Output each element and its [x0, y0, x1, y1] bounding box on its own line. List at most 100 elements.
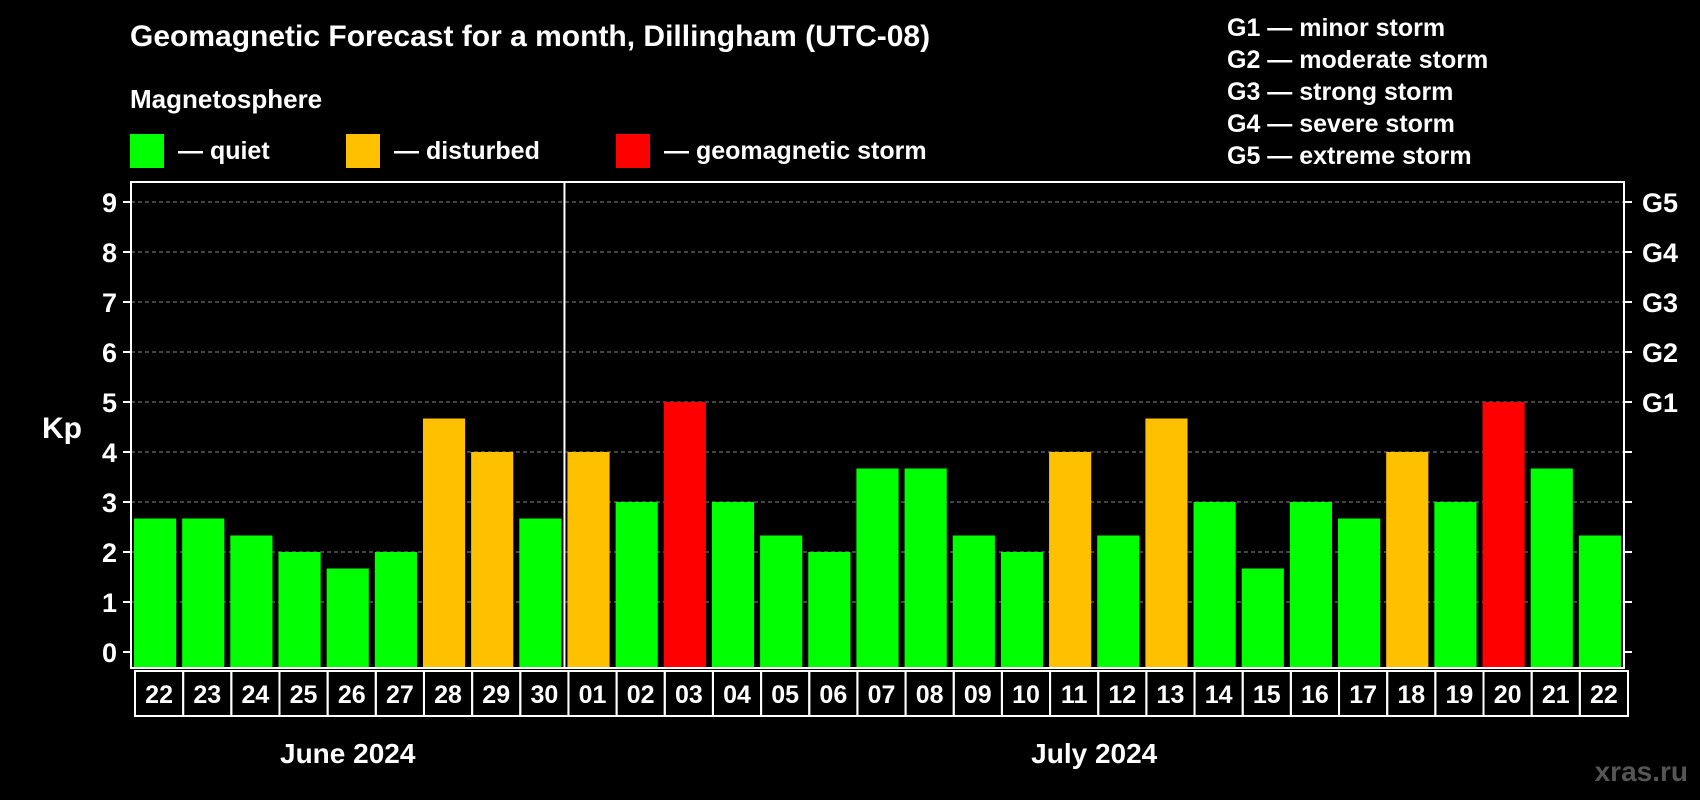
bar-disturbed — [1145, 418, 1188, 668]
bar-disturbed — [567, 452, 610, 668]
legend-label-storm: — geomagnetic storm — [664, 136, 927, 165]
date-label: 21 — [1542, 681, 1570, 709]
date-label: 20 — [1494, 681, 1522, 709]
date-label: 24 — [241, 681, 269, 709]
date-label: 15 — [1253, 681, 1281, 709]
bar-quiet — [1289, 502, 1333, 668]
y-tick-label: 6 — [102, 338, 117, 368]
date-label: 14 — [1205, 681, 1233, 709]
date-label: 02 — [627, 681, 655, 709]
watermark: xras.ru — [1594, 756, 1688, 787]
bar-quiet — [374, 552, 417, 668]
bar-quiet — [1241, 568, 1284, 668]
bar-quiet — [711, 502, 755, 668]
date-label: 27 — [386, 681, 414, 709]
bar-quiet — [856, 468, 899, 668]
bar-quiet — [1434, 502, 1477, 668]
bar-disturbed — [1049, 452, 1092, 668]
legend-swatch-quiet — [130, 134, 164, 168]
y-tick-label: 0 — [102, 638, 117, 668]
bar-quiet — [1578, 535, 1621, 668]
y-tick-label: 5 — [102, 388, 117, 418]
storm-level-g3: G3 — strong storm — [1227, 78, 1454, 106]
date-label: 30 — [530, 681, 558, 709]
bar-quiet — [760, 535, 803, 668]
bar-quiet — [519, 518, 562, 668]
y-tick-label: 2 — [102, 538, 117, 568]
y-tick-label: 3 — [102, 488, 117, 518]
bar-quiet — [1338, 518, 1381, 668]
right-axis-label: G5 — [1642, 188, 1678, 218]
date-label: 26 — [338, 681, 366, 709]
date-label: 29 — [482, 681, 510, 709]
date-label: 22 — [1590, 681, 1618, 709]
bar-quiet — [1000, 552, 1044, 668]
date-label: 28 — [434, 681, 462, 709]
month-label: July 2024 — [1031, 738, 1158, 769]
bar-quiet — [952, 535, 995, 668]
date-label: 06 — [819, 681, 847, 709]
date-label: 17 — [1349, 681, 1377, 709]
bar-quiet — [1097, 535, 1140, 668]
legend-item-disturbed: — disturbed — [346, 134, 540, 168]
bar-storm — [663, 402, 706, 668]
date-label: 04 — [723, 681, 751, 709]
date-label: 05 — [771, 681, 799, 709]
y-axis-label: Kp — [42, 412, 82, 445]
bar-quiet — [230, 535, 273, 668]
date-label: 01 — [579, 681, 607, 709]
date-label: 12 — [1108, 681, 1136, 709]
bar-quiet — [808, 552, 851, 668]
legend-swatch-disturbed — [346, 134, 380, 168]
bar-quiet — [278, 552, 321, 668]
legend-heading: Magnetosphere — [130, 84, 323, 114]
right-axis-label: G3 — [1642, 288, 1678, 318]
legend-label-disturbed: — disturbed — [394, 136, 540, 165]
date-label: 08 — [916, 681, 944, 709]
storm-level-g4: G4 — severe storm — [1227, 110, 1455, 138]
date-label: 18 — [1397, 681, 1425, 709]
y-tick-label: 8 — [102, 238, 117, 268]
bar-disturbed — [1386, 452, 1429, 668]
bar-quiet — [904, 468, 947, 668]
plot-frame — [130, 181, 1625, 669]
legend-swatch-storm — [616, 134, 650, 168]
bar-quiet — [326, 568, 369, 668]
chart-title: Geomagnetic Forecast for a month, Dillin… — [130, 20, 931, 53]
date-label: 07 — [868, 681, 896, 709]
y-tick-label: 1 — [102, 588, 117, 618]
bar-quiet — [182, 518, 225, 668]
date-label: 23 — [193, 681, 221, 709]
date-label: 25 — [290, 681, 318, 709]
date-label: 11 — [1061, 681, 1088, 709]
y-tick-label: 4 — [102, 438, 117, 468]
storm-level-g1: G1 — minor storm — [1227, 14, 1446, 42]
right-axis-label: G1 — [1642, 388, 1678, 418]
legend-item-quiet: — quiet — [130, 134, 270, 168]
bar-quiet — [615, 502, 658, 668]
bar-quiet — [1193, 502, 1236, 668]
date-label: 03 — [675, 681, 703, 709]
bar-storm — [1482, 402, 1525, 668]
date-label: 10 — [1012, 681, 1040, 709]
legend-item-storm: — geomagnetic storm — [616, 134, 927, 168]
bar-quiet — [134, 518, 177, 668]
date-label: 22 — [145, 681, 173, 709]
date-label: 09 — [964, 681, 992, 709]
month-label: June 2024 — [280, 738, 416, 769]
storm-level-g5: G5 — extreme storm — [1227, 142, 1472, 170]
date-label: 16 — [1301, 681, 1329, 709]
date-label: 13 — [1157, 681, 1185, 709]
date-label: 19 — [1446, 681, 1474, 709]
legend-label-quiet: — quiet — [178, 136, 270, 165]
right-axis-label: G4 — [1642, 238, 1678, 268]
storm-level-g2: G2 — moderate storm — [1227, 46, 1489, 74]
date-cell — [1578, 670, 1630, 717]
y-tick-label: 9 — [102, 188, 117, 218]
bar-quiet — [1530, 468, 1573, 668]
bar-disturbed — [422, 418, 466, 668]
y-tick-label: 7 — [102, 288, 117, 318]
right-axis-label: G2 — [1642, 338, 1678, 368]
bar-disturbed — [471, 452, 514, 668]
